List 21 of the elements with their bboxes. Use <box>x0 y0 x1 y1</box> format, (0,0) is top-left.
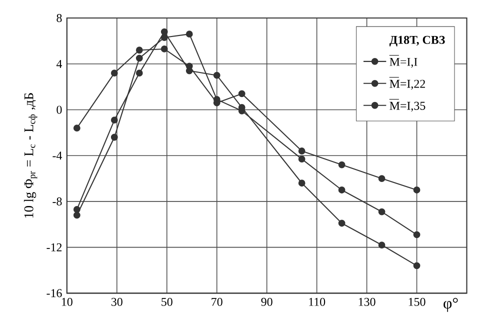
legend-label: M=I,I <box>390 58 418 68</box>
x-tick-label: 70 <box>212 298 222 306</box>
y-tick-label: -16 <box>46 289 62 298</box>
x-tick-label: 50 <box>162 298 172 306</box>
x-tick-label: 110 <box>309 298 326 306</box>
y-tick-label: -12 <box>46 243 62 252</box>
y-tick-label: -4 <box>52 152 62 160</box>
y-tick-label: 4 <box>56 60 62 68</box>
y-tick-label: 8 <box>56 14 62 22</box>
x-tick-label: 130 <box>358 298 376 306</box>
legend-label: M=I,22 <box>390 80 425 90</box>
legend-title: Д18Т, СВЗ <box>389 36 445 46</box>
y-tick-label: -8 <box>52 197 62 206</box>
x-tick-label: 90 <box>261 298 272 306</box>
y-tick-label: 0 <box>56 106 62 114</box>
legend-label: M=I,35 <box>390 102 426 112</box>
y-axis-title: 10 lg Φ$_{pr}$ = L$_{c}$ - L$_{cф}$ ,дБ <box>24 93 38 218</box>
x-tick-label: 150 <box>408 298 426 306</box>
x-tick-label: 10 <box>62 298 72 306</box>
x-tick-label: 30 <box>111 298 122 306</box>
x-axis-title: φ° <box>444 298 458 312</box>
